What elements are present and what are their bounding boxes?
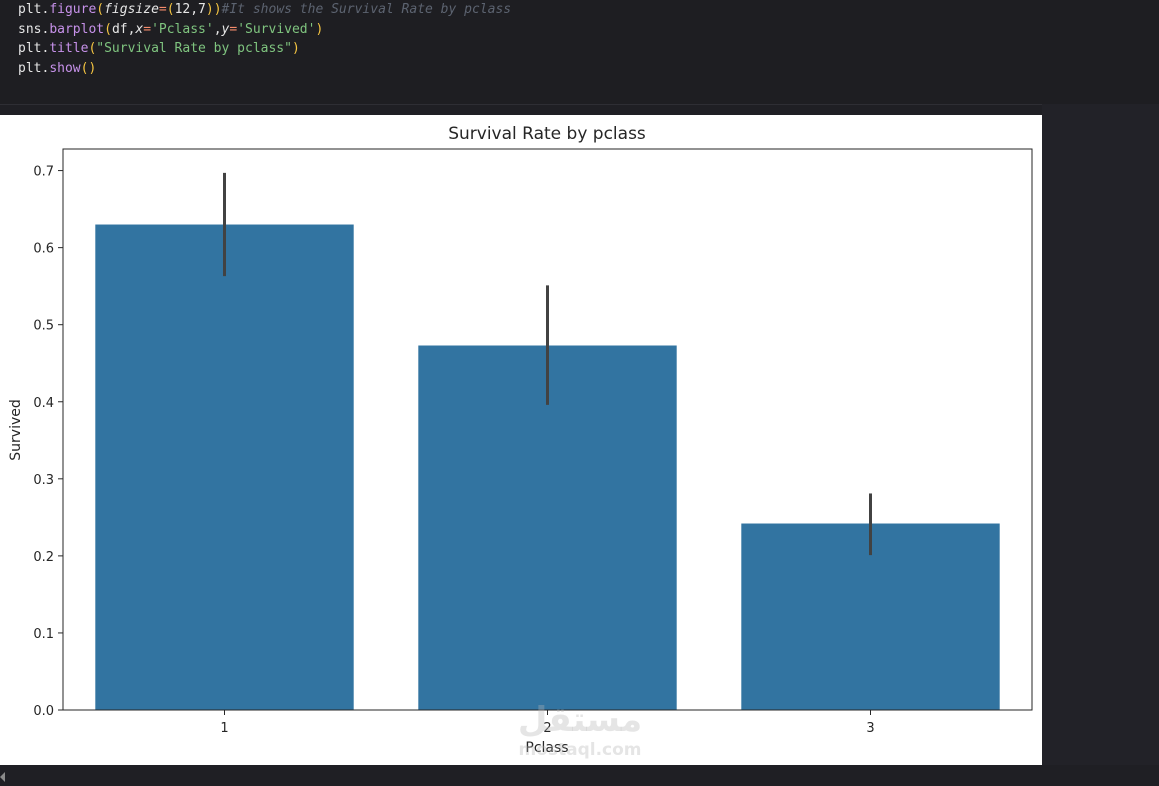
code-token: barplot — [49, 21, 105, 37]
code-cell[interactable]: plt.figure(figsize=(12,7))#It shows the … — [0, 0, 1159, 105]
code-token: ) — [213, 2, 222, 17]
y-tick-label: 0.1 — [33, 627, 54, 642]
code-token: . — [41, 2, 50, 17]
horizontal-scrollbar[interactable] — [0, 765, 1159, 786]
code-token: plt — [18, 41, 42, 56]
code-token: plt — [18, 2, 42, 17]
x-tick-label: 3 — [866, 721, 874, 736]
y-tick-label: 0.4 — [33, 396, 54, 411]
code-token: ( — [166, 2, 175, 17]
watermark-url: mostaql.com — [518, 740, 642, 760]
bar-pclass-2 — [418, 345, 677, 710]
code-token: 'Pclass' — [151, 21, 214, 37]
y-tick-label: 0.7 — [33, 165, 54, 180]
code-token: 'Survived' — [237, 21, 316, 37]
code-line[interactable]: sns.barplot(df,x='Pclass',y='Survived') — [18, 20, 511, 40]
code-token: sns — [18, 21, 42, 37]
code-token: , — [213, 21, 222, 37]
plot-frame — [62, 148, 1033, 711]
code-line[interactable]: plt.show() — [18, 59, 511, 79]
code-token: 12,7 — [174, 2, 206, 17]
y-tick-label: 0.0 — [33, 704, 54, 719]
scroll-left-icon[interactable] — [0, 772, 5, 782]
code-line[interactable]: plt.title("Survival Rate by pclass") — [18, 39, 511, 59]
bar-pclass-1 — [95, 224, 354, 710]
code-token: plt — [18, 60, 42, 76]
y-tick-label: 0.3 — [33, 473, 54, 488]
cell-output: Survival Rate by pclass 1 2 3 0.0 0.1 0.2 0.3 0… — [0, 115, 1042, 765]
code-token: ) — [291, 41, 300, 56]
code-token: . — [41, 41, 50, 56]
chart-title: Survival Rate by pclass — [448, 124, 646, 144]
x-tick-label: 2 — [543, 721, 551, 736]
code-token: ( — [104, 21, 112, 37]
code-token: ) — [205, 2, 214, 17]
code-token: x — [135, 21, 144, 37]
code-token: ( — [96, 2, 105, 17]
code-token: df, — [111, 21, 136, 37]
x-axis-label: Pclass — [525, 740, 568, 756]
code-token: = — [158, 2, 167, 17]
y-axis-label: Survived — [8, 399, 24, 460]
x-tick-label: 1 — [220, 721, 228, 736]
code-token: figsize — [104, 2, 159, 17]
y-tick-label: 0.6 — [33, 242, 54, 257]
code-token: . — [41, 60, 50, 76]
code-token: title — [49, 41, 89, 56]
code-token: #It shows the Survival Rate by pclass — [221, 2, 512, 17]
code-token: show — [49, 60, 81, 76]
code-token: "Survival Rate by pclass" — [96, 41, 292, 56]
code-token: () — [80, 60, 97, 76]
bar-chart: Survival Rate by pclass 1 2 3 0.0 0.1 0.2 0.3 0… — [8, 124, 1033, 756]
y-tick-label: 0.5 — [33, 319, 54, 334]
code-editor[interactable]: plt.figure(figsize=(12,7))#It shows the … — [18, 0, 511, 78]
code-token: figure — [49, 2, 97, 17]
code-token: y — [221, 21, 230, 37]
watermark: مستقل mostaql.com — [505, 700, 655, 766]
code-token: = — [143, 21, 152, 37]
code-token: ) — [315, 21, 324, 37]
code-token: ( — [88, 41, 97, 56]
y-tick-label: 0.2 — [33, 550, 54, 565]
code-line[interactable]: plt.figure(figsize=(12,7))#It shows the … — [18, 0, 511, 20]
code-token: = — [229, 21, 238, 37]
right-gutter — [1042, 104, 1159, 786]
code-token: . — [41, 21, 50, 37]
watermark-logo: مستقل — [517, 700, 643, 740]
